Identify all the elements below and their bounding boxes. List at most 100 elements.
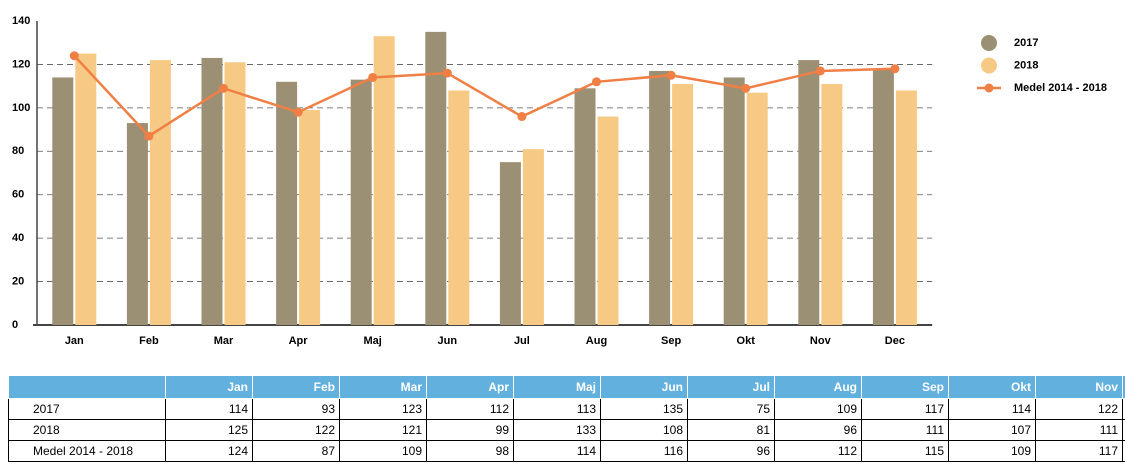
- legend-label: Medel 2014 - 2018: [1014, 82, 1107, 94]
- x-tick-label: Jan: [65, 335, 84, 347]
- data-table-wrap: JanFebMarAprMajJunJulAugSepOktNovDec2017…: [8, 375, 1125, 474]
- header-cell: Aug: [774, 375, 862, 399]
- y-tick-label: 120: [12, 58, 30, 70]
- cell: 111: [861, 419, 949, 441]
- x-tick-label: Sep: [661, 335, 681, 347]
- cell: 125: [165, 419, 253, 441]
- line-marker: [592, 77, 601, 87]
- y-tick-label: 60: [12, 189, 24, 201]
- bar: [52, 77, 74, 325]
- line-marker: [815, 66, 825, 76]
- x-tick-label: Jun: [438, 335, 458, 347]
- bar: [448, 90, 470, 325]
- bar: [126, 123, 148, 325]
- bar: [499, 162, 521, 325]
- bar: [574, 88, 596, 325]
- x-tick-label: Apr: [289, 335, 309, 347]
- header-cell: Feb: [252, 375, 340, 399]
- y-tick-label: 40: [12, 232, 24, 244]
- bar: [821, 83, 843, 325]
- header-cell: Sep: [861, 375, 949, 399]
- cell: 75: [687, 398, 775, 420]
- cell: 109: [339, 440, 427, 462]
- header-cell: Jul: [687, 375, 775, 399]
- bar: [373, 36, 395, 325]
- bar: [798, 60, 820, 325]
- x-tick-label: Maj: [364, 335, 382, 347]
- cell: 124: [165, 440, 253, 462]
- legend-marker: [981, 57, 997, 74]
- cell: 107: [948, 419, 1036, 441]
- header-cell: Apr: [426, 375, 514, 399]
- bar: [746, 92, 768, 326]
- x-tick-label: Mar: [214, 335, 234, 347]
- bar: [75, 53, 97, 325]
- y-tick-label: 100: [12, 102, 30, 114]
- bar: [350, 79, 372, 325]
- line-marker: [69, 51, 79, 61]
- cell: 118: [1122, 440, 1125, 462]
- bar: [201, 57, 223, 326]
- cell: 114: [513, 440, 601, 462]
- bar: [276, 81, 298, 325]
- legend-marker: [981, 35, 997, 51]
- header-cell: Maj: [513, 375, 601, 399]
- cell: 117: [1035, 440, 1123, 462]
- header-cell: Jun: [600, 375, 688, 399]
- line-marker: [144, 131, 154, 141]
- x-tick-label: Dec: [885, 335, 905, 347]
- y-tick-label: 80: [12, 145, 24, 157]
- cell: 122: [1035, 398, 1123, 420]
- row-label: Medel 2014 - 2018: [8, 440, 166, 462]
- bar: [672, 83, 694, 325]
- cell: 116: [600, 440, 688, 462]
- cell: 96: [687, 440, 775, 462]
- header-cell: Mar: [339, 375, 427, 399]
- cell: 108: [600, 419, 688, 441]
- cell: 109: [948, 440, 1036, 462]
- x-tick-label: Aug: [586, 335, 607, 347]
- cell: 113: [513, 398, 601, 420]
- table-row: 2018125122121991331088196111107111108: [8, 419, 1125, 441]
- line-marker: [219, 83, 228, 93]
- bar: [224, 62, 246, 325]
- line-marker: [666, 70, 676, 80]
- line-marker: [890, 64, 900, 74]
- cell: 109: [774, 398, 862, 420]
- cell: 135: [600, 398, 688, 420]
- table-row: 20171149312311211313575109117114122118: [8, 398, 1125, 420]
- table-row: Medel 2014 - 2018 124 87 109 98 114 116 96 112 11…: [8, 440, 1125, 462]
- line-marker: [517, 112, 527, 122]
- cell: 98: [426, 440, 514, 462]
- header-cell: Nov: [1035, 375, 1123, 399]
- header-cell: [8, 375, 166, 399]
- cell: 115: [861, 440, 949, 462]
- cell: 87: [252, 440, 340, 462]
- line-marker: [741, 83, 751, 93]
- legend-label: 2017: [1014, 37, 1038, 49]
- bar: [425, 31, 447, 325]
- y-tick-label: 0: [12, 319, 18, 331]
- y-tick-label: 20: [12, 275, 24, 287]
- bar: [723, 77, 745, 325]
- cell: 99: [426, 419, 514, 441]
- line-marker: [368, 72, 378, 82]
- cell: 81: [687, 419, 775, 441]
- row-label: 2018: [8, 419, 166, 441]
- bar: [895, 90, 917, 325]
- header-cell: Okt: [948, 375, 1036, 399]
- chart: 0 20 40 60 80 100 120 140 Jan Feb Mar Apr Maj Jun Jul A…: [12, 15, 1107, 347]
- x-tick-label: Nov: [810, 335, 832, 347]
- bar: [299, 110, 321, 326]
- x-tick-label: Jul: [514, 335, 530, 347]
- row-label: 2017: [8, 398, 166, 420]
- cell: 114: [165, 398, 253, 420]
- cell: 96: [774, 419, 862, 441]
- cell: 114: [948, 398, 1036, 420]
- x-tick-label: Okt: [737, 335, 756, 347]
- cell: 112: [426, 398, 514, 420]
- cell: 111: [1035, 419, 1123, 441]
- cell: 123: [339, 398, 427, 420]
- cell: 121: [339, 419, 427, 441]
